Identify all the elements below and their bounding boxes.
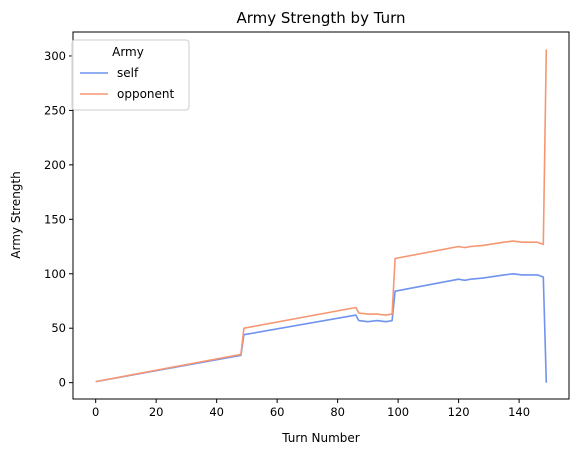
chart-title: Army Strength by Turn — [236, 9, 405, 27]
series-line-self — [95, 272, 548, 383]
legend: Army self opponent — [71, 39, 190, 111]
x-tick-label: 140 — [508, 405, 530, 419]
legend-label-self: self — [117, 66, 139, 80]
x-tick-label: 0 — [92, 405, 99, 419]
y-tick-label: 0 — [59, 376, 66, 390]
x-tick-label: 20 — [149, 405, 164, 419]
y-tick-label: 150 — [44, 212, 66, 226]
series-line-opponent — [95, 49, 548, 383]
plot-lines — [95, 49, 548, 383]
y-axis-label: Army Strength — [9, 171, 23, 258]
x-tick-label: 60 — [270, 405, 285, 419]
y-tick-label: 300 — [44, 49, 66, 63]
legend-title: Army — [112, 45, 144, 59]
y-tick-label: 250 — [44, 103, 66, 117]
y-tick-label: 100 — [44, 267, 66, 281]
plot-frame — [72, 31, 570, 400]
x-tick-label: 120 — [448, 405, 470, 419]
legend-label-opponent: opponent — [117, 87, 175, 101]
x-tick-label: 40 — [209, 405, 224, 419]
x-axis-label: Turn Number — [281, 431, 360, 445]
x-tick-label: 100 — [387, 405, 409, 419]
x-tick-label: 80 — [330, 405, 345, 419]
y-axis-ticks: 0 50 100 150 200 250 300 — [44, 49, 73, 390]
y-tick-label: 50 — [51, 321, 66, 335]
legend-box — [71, 39, 190, 111]
y-tick-label: 200 — [44, 158, 66, 172]
x-axis-ticks: 0 20 40 60 80 100 120 140 — [92, 399, 530, 419]
